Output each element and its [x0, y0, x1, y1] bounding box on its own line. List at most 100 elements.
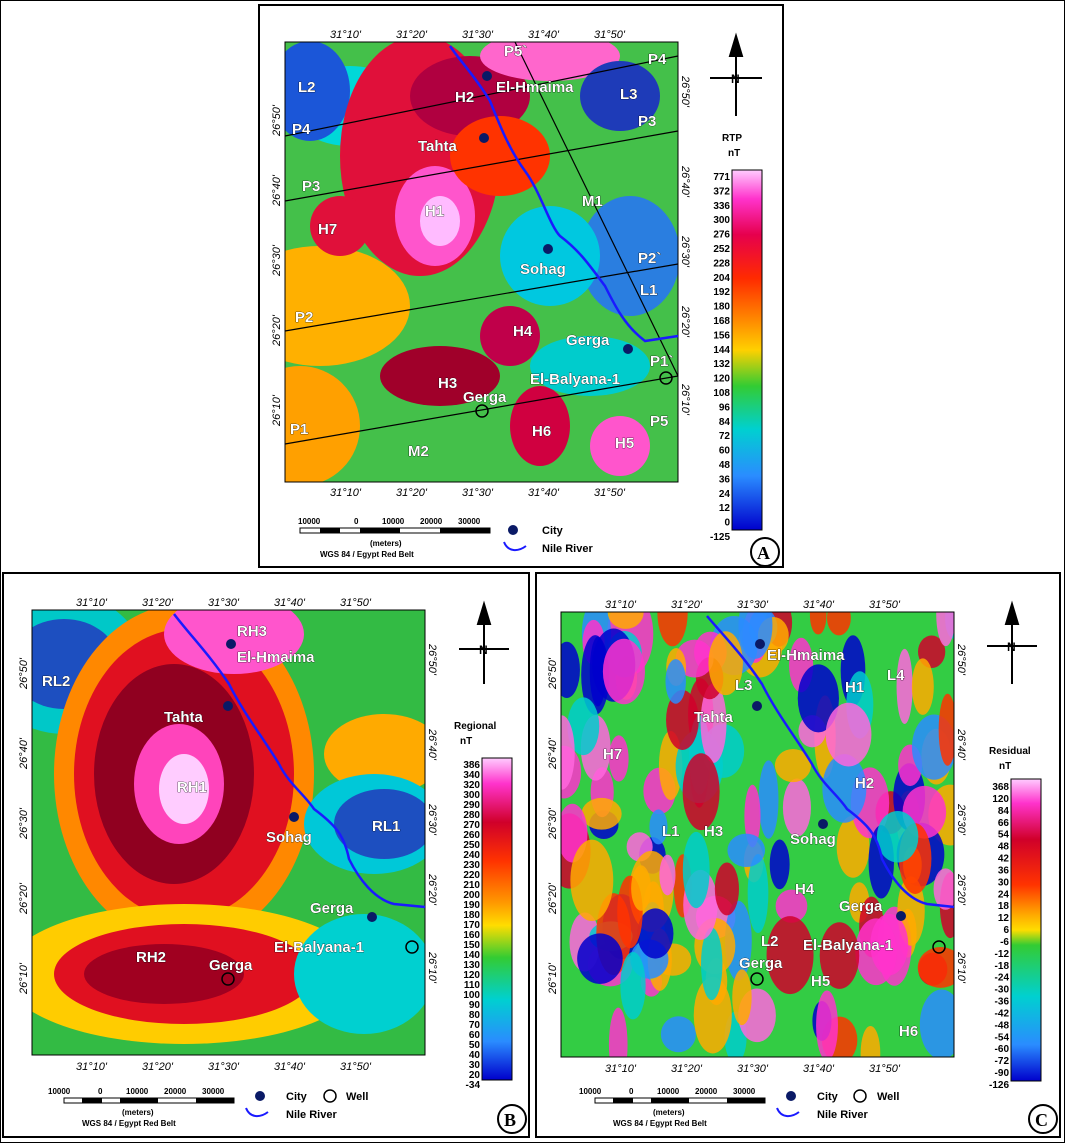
rtp-anomaly-map [285, 42, 678, 482]
city-marker [479, 133, 489, 143]
profile-p5 [514, 41, 679, 377]
colorbar-tick-label: 36 [719, 474, 731, 485]
colorbar-tick-label: 180 [713, 302, 730, 313]
colorbar-tick-label: 30 [469, 1060, 481, 1071]
well-marker [475, 404, 489, 418]
residual-anomaly-blob [620, 951, 646, 1020]
well-markers [475, 371, 673, 418]
svg-text:10000: 10000 [48, 1087, 71, 1096]
map-label: Gerga [209, 957, 253, 974]
map-label: RH2 [136, 949, 166, 966]
map-label: L2 [761, 933, 779, 950]
colorbar-tick-label: 150 [463, 940, 480, 951]
map-label: Tahta [418, 138, 458, 155]
colorbar-tick-label: 204 [713, 273, 730, 284]
map-label: L2 [298, 79, 316, 96]
residual-anomaly-blob [682, 753, 720, 831]
residual-anomaly-blob [827, 612, 851, 636]
colorbar-tick-label: 240 [463, 850, 480, 861]
residual-anomaly-blob [860, 1025, 881, 1057]
map-label: H5 [811, 973, 830, 990]
residual-anomaly-blob [659, 854, 676, 896]
top-lon-label: 31°40' [274, 597, 306, 609]
svg-text:WGS 84 / Egypt Red Belt: WGS 84 / Egypt Red Belt [613, 1119, 707, 1128]
colorbar-tick-label: 110 [464, 980, 481, 991]
residual-anomaly-blob [816, 990, 838, 1057]
residual-anomaly-blob [700, 683, 727, 763]
colorbar-tick-label: 40 [469, 1050, 481, 1061]
colorbar-tick-label: 36 [998, 865, 1010, 876]
colorbar-tick-label: -54 [995, 1032, 1010, 1043]
colorbar-tick-label: -34 [466, 1080, 481, 1091]
colorbar-tick-label: 66 [998, 818, 1010, 829]
profile-p3 [284, 130, 679, 202]
colorbar-tick-label: 130 [463, 960, 480, 971]
city-legend-icon [786, 1091, 796, 1101]
map-label: H2 [455, 89, 474, 106]
map-label: H6 [532, 423, 551, 440]
map-label: Sohag [266, 829, 312, 846]
svg-text:0: 0 [629, 1087, 634, 1096]
bottom-lon-label: 31°40' [803, 1063, 835, 1075]
svg-text:WGS 84 / Egypt Red Belt: WGS 84 / Egypt Red Belt [82, 1119, 176, 1128]
svg-text:N: N [1007, 640, 1016, 654]
colorbar-tick-label: 192 [713, 287, 730, 298]
colorbar-tick-label: -125 [710, 532, 730, 543]
map-label: RL1 [372, 818, 400, 835]
legend-city: City [542, 525, 564, 537]
right-lat-label: 26°30' [955, 803, 967, 836]
river-legend-icon [776, 1107, 800, 1118]
left-lat-label: 26°40' [547, 737, 559, 770]
residual-anomaly-blob [747, 854, 769, 933]
residual-anomaly-blob [602, 638, 646, 705]
bottom-lon-label: 31°10' [330, 487, 362, 499]
colorbar-tick-label: -30 [995, 985, 1010, 996]
residual-anomaly-blob [919, 989, 954, 1057]
panel-b-regional-map: RH3 El-Hmaima RL2 Tahta RH1 Sohag RL1 Ge… [2, 572, 530, 1138]
colorbar-tick-label: -6 [1000, 937, 1009, 948]
colorbar-tick-label: 60 [719, 446, 731, 457]
legend-river: Nile River [817, 1109, 868, 1121]
right-lat-label: 26°10' [955, 951, 967, 984]
colorbar-unit: nT [460, 736, 472, 747]
map-label: Gerga [566, 332, 610, 349]
colorbar-tick-label: -48 [995, 1020, 1010, 1031]
colorbar-tick-label: 12 [719, 503, 731, 514]
map-label: M1 [582, 193, 603, 210]
colorbar-tick-label: 140 [463, 950, 480, 961]
well-markers [221, 940, 419, 986]
colorbar-tick-label: 144 [713, 345, 730, 356]
panel-letter-badge [750, 537, 780, 567]
colorbar-tick-label: 24 [998, 889, 1010, 900]
panel-b-svg: RH3 El-Hmaima RL2 Tahta RH1 Sohag RL1 Ge… [18, 597, 527, 1134]
map-label: Tahta [694, 709, 734, 726]
colorbar-tick-label: -126 [989, 1080, 1009, 1091]
residual-anomaly-blob [738, 612, 773, 659]
map-label: H3 [704, 823, 723, 840]
bottom-lon-label: 31°40' [274, 1061, 306, 1073]
city-marker [482, 71, 492, 81]
colorbar-tick-label: 80 [469, 1010, 481, 1021]
map-label: H7 [603, 746, 622, 763]
bottom-lon-label: 31°20' [396, 487, 428, 499]
legend-city: City [286, 1091, 308, 1103]
colorbar-tick-label: 336 [713, 201, 730, 212]
right-lat-label: 26°40' [426, 728, 438, 761]
residual-anomaly-blob [782, 778, 811, 837]
colorbar-tick-label: 250 [463, 840, 480, 851]
right-lat-label: 26°20' [426, 873, 438, 906]
map-label: H6 [899, 1023, 918, 1040]
bottom-lon-label: 31°20' [142, 1061, 174, 1073]
map-label: L1 [640, 282, 658, 299]
svg-text:20000: 20000 [695, 1087, 718, 1096]
colorbar-tick-label: 290 [463, 800, 480, 811]
colorbar-tick-label: 168 [713, 316, 730, 327]
well-marker [405, 940, 419, 954]
svg-text:0: 0 [354, 517, 359, 526]
svg-text:20000: 20000 [420, 517, 443, 526]
colorbar-title: Residual [989, 746, 1031, 757]
svg-text:(meters): (meters) [370, 539, 402, 548]
left-lat-label: 26°50' [18, 657, 30, 690]
map-label: RH1 [177, 779, 207, 796]
colorbar-tick-label: 300 [463, 790, 480, 801]
